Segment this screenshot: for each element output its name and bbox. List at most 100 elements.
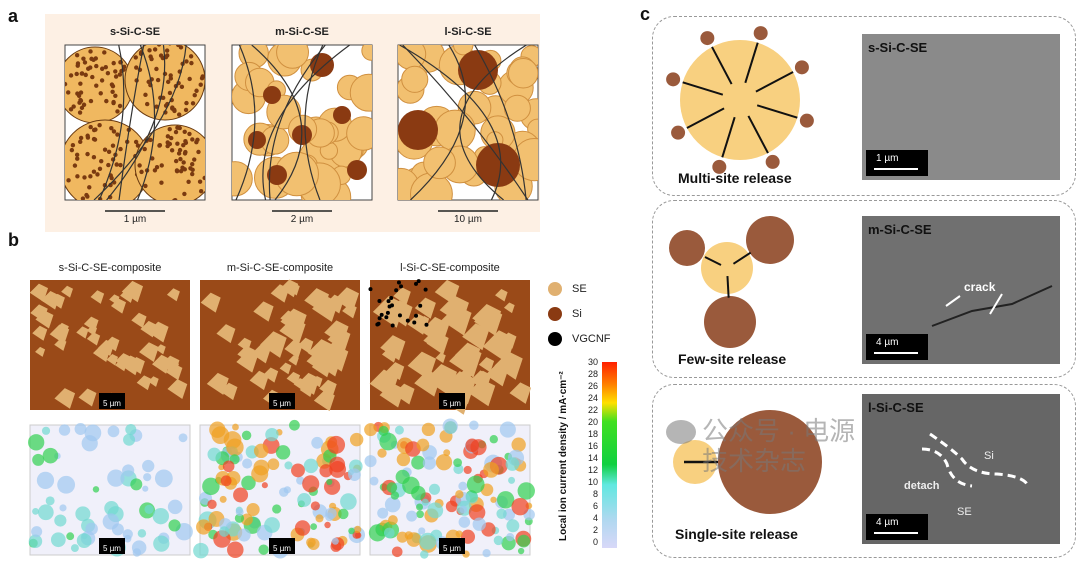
se-grain: [509, 382, 532, 404]
se-grain: [270, 284, 290, 303]
colorbar-tick: 28: [587, 369, 598, 379]
current-blob: [442, 418, 458, 434]
se-particle: [423, 146, 456, 180]
current-blob: [490, 496, 497, 503]
si-dot: [110, 89, 115, 94]
current-blob: [167, 499, 183, 515]
sem-scalebar: 4 µm: [866, 334, 928, 360]
se-grain: [54, 388, 76, 409]
carbon-fiber: [93, 45, 187, 200]
current-blob: [517, 547, 525, 555]
current-blob: [469, 420, 479, 431]
single-site-label: Single-site release: [675, 526, 798, 542]
se-grain: [280, 308, 307, 335]
si-particle: [458, 50, 498, 90]
current-blob: [137, 529, 147, 538]
si-dot: [71, 104, 76, 109]
si-dot: [169, 135, 174, 141]
si-dot: [182, 151, 188, 156]
si-particle: [794, 60, 809, 75]
current-blob: [348, 527, 355, 535]
si-dot: [113, 93, 118, 98]
si-dot: [178, 168, 184, 174]
sem-scalebar: 1 µm: [866, 150, 928, 176]
colorbar-tick: 22: [587, 405, 598, 415]
current-blob: [272, 504, 282, 514]
si-annotation: Si: [984, 450, 994, 462]
se-grain: [115, 353, 132, 370]
si-dot: [190, 162, 195, 167]
arrow: [747, 115, 769, 154]
si-dot: [66, 178, 71, 183]
current-blob: [396, 452, 411, 467]
se-particle: [434, 109, 476, 152]
si-dot: [70, 143, 76, 148]
se-grain: [485, 363, 509, 387]
si-dot: [198, 82, 203, 87]
se-grain: [386, 362, 405, 381]
current-blob: [235, 508, 244, 516]
current-blob: [384, 496, 401, 513]
current-blob: [411, 485, 426, 501]
se-grain: [30, 304, 48, 322]
multi-site-box: [652, 16, 1076, 196]
si-dot: [183, 139, 188, 144]
si-dot: [88, 98, 94, 104]
panel-a-title-1: s-Si-C-SE: [109, 26, 161, 38]
current-blob: [70, 544, 79, 553]
si-dot: [78, 81, 83, 86]
se-particle: [232, 161, 253, 197]
si-dot: [182, 129, 187, 134]
si-dot: [182, 167, 187, 172]
multi-site-label: Multi-site release: [678, 170, 792, 186]
si-dot: [189, 60, 194, 66]
cube-scale-1: 5 µm: [99, 393, 125, 409]
carbon-fiber: [106, 45, 166, 200]
se-grain: [249, 370, 269, 391]
current-blob: [92, 486, 100, 493]
current-blob: [390, 491, 400, 500]
se-grain: [462, 323, 490, 351]
si-dot: [143, 92, 148, 98]
current-blob: [107, 425, 120, 438]
current-blob: [331, 537, 339, 545]
si-particle: [700, 31, 715, 46]
si-dot: [192, 157, 197, 162]
current-blob: [220, 475, 232, 487]
si-dot: [110, 143, 116, 148]
current-blob: [394, 425, 404, 435]
si-dot: [99, 158, 104, 164]
si-dot: [176, 112, 182, 117]
current-blob: [459, 505, 468, 514]
se-grain: [251, 344, 271, 364]
si-dot: [178, 156, 183, 162]
si-dot: [66, 90, 71, 95]
si-dot: [167, 90, 173, 96]
current-blob: [36, 471, 55, 489]
si-dot: [91, 169, 97, 174]
si-dot: [79, 71, 85, 76]
si-dot: [190, 171, 195, 177]
carbon-fiber: [402, 45, 529, 200]
colorbar-tick: 14: [587, 453, 598, 463]
current-blob: [294, 520, 311, 536]
current-blob: [482, 549, 491, 558]
si-dot: [65, 81, 68, 87]
se-grain: [293, 378, 307, 391]
current-blob: [207, 499, 217, 510]
current-blob: [419, 532, 437, 550]
se-grain: [151, 354, 171, 374]
se-grain: [76, 326, 89, 339]
si-dot: [78, 139, 83, 145]
current-blob: [202, 477, 220, 496]
current-blob: [435, 454, 453, 471]
se-grain: [220, 382, 238, 401]
colorbar-tick: 26: [587, 381, 598, 391]
si-particle: [718, 410, 822, 514]
current-blob: [297, 493, 312, 507]
cube-scale-5: 5 µm: [269, 538, 295, 554]
current-blob: [59, 504, 67, 512]
si-dot: [147, 48, 152, 53]
se-grain: [29, 283, 49, 302]
current-blob: [455, 490, 464, 499]
